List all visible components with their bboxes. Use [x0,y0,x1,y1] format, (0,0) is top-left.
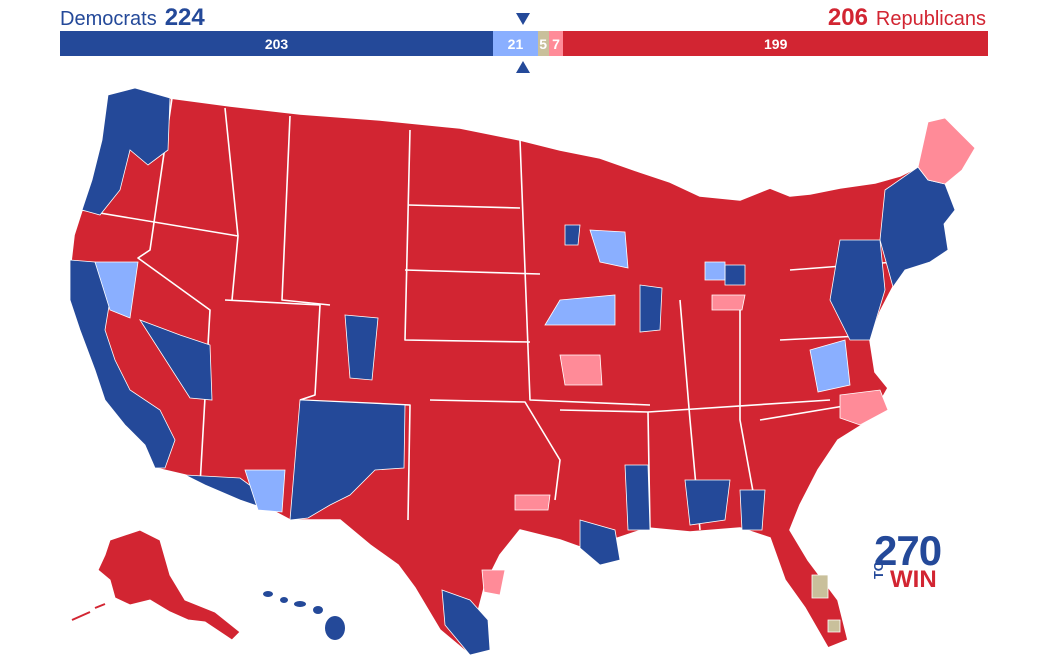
tossup-districts [811,574,841,633]
district-atlanta[interactable] [739,489,766,531]
district-florida-south-tossup[interactable] [827,619,841,633]
us-house-district-map[interactable] [0,75,1050,670]
democrats-seat-count: 224 [164,4,205,31]
seat-bar-segment-safe-dem[interactable]: 203 [60,31,494,56]
district-north-carolina[interactable] [839,389,889,426]
safe-democratic-districts [69,87,956,656]
district-illinois[interactable] [544,294,616,326]
district-south-texas[interactable] [441,589,491,656]
district-maine-2[interactable] [917,117,976,185]
seat-bar-segment-tossup[interactable]: 5 [537,31,549,56]
alaska-aleutian-islands [71,603,106,621]
logo-to: TO [871,561,886,579]
logo-win: WIN [890,566,937,593]
alaska[interactable] [97,529,241,641]
district-nevada[interactable] [139,319,213,401]
district-alabama-black-belt[interactable] [684,479,731,526]
district-arizona-south[interactable] [184,474,276,513]
district-california-coast[interactable] [69,259,176,469]
seat-bar-segment-lean-dem[interactable]: 21 [493,31,538,56]
district-st-louis[interactable] [559,354,603,386]
seat-bar-segment-safe-rep[interactable]: 199 [563,31,988,56]
270-to-win-logo: 270 TO WIN [871,527,947,600]
district-florida-tossup[interactable] [811,574,829,599]
district-wisconsin[interactable] [589,229,629,269]
republicans-seat-count: 206 [827,4,868,31]
republicans-label: Republicans [875,8,986,30]
lean-democratic-districts [94,229,851,513]
democrats-total: Democrats 224 [60,4,205,33]
district-new-orleans[interactable] [579,519,621,566]
district-detroit[interactable] [724,264,746,286]
district-pennsylvania[interactable] [711,294,746,311]
district-houston[interactable] [481,569,506,596]
district-arizona-tucson[interactable] [244,469,286,513]
district-virginia[interactable] [809,339,851,393]
district-northern-california[interactable] [94,261,139,319]
district-mississippi-delta[interactable] [624,464,651,531]
district-new-mexico[interactable] [289,399,406,521]
district-minneapolis[interactable] [564,224,581,246]
democrats-label: Democrats [60,8,157,30]
seat-bar-segment-lean-rep[interactable]: 7 [548,31,564,56]
district-mid-atlantic[interactable] [829,239,886,341]
district-colorado-denver[interactable] [344,314,379,381]
majority-marker-top-icon [516,13,530,25]
logo-number: 270 [874,527,942,574]
district-chicago[interactable] [639,284,663,333]
district-michigan[interactable] [704,261,726,281]
hawaii[interactable] [263,591,345,640]
district-pacific-northwest[interactable] [81,87,171,216]
seat-balance-bar[interactable]: 203 21 5 7 199 [60,31,988,56]
majority-marker-bottom-icon [516,61,530,73]
district-oklahoma[interactable] [514,494,551,511]
lean-republican-districts [481,117,976,596]
republicans-total: 206 Republicans [828,4,986,33]
